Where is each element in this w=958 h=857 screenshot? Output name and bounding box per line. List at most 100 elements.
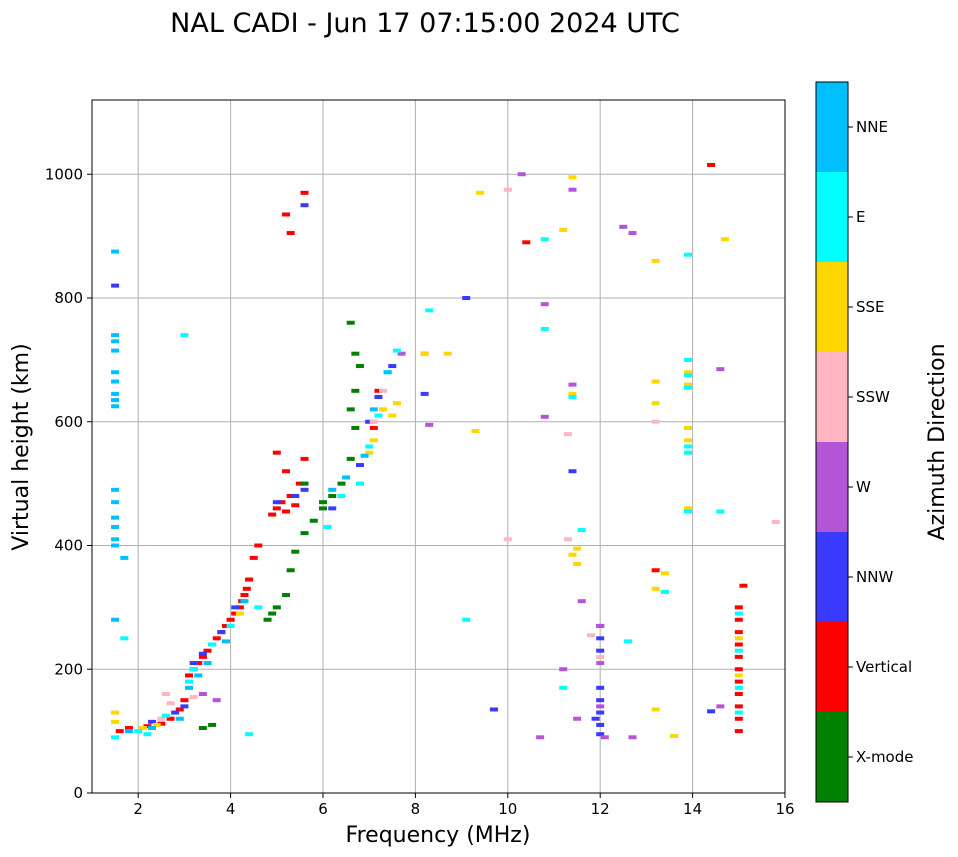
data-point [254,605,263,610]
data-point [212,636,221,641]
data-point [734,716,743,721]
data-point [734,704,743,709]
data-point [180,698,189,703]
data-point [568,187,577,192]
data-point [337,494,346,498]
data-point [351,388,360,393]
data-point [198,651,207,656]
data-point [337,481,346,486]
data-point [203,661,212,666]
data-point [328,494,337,498]
data-point [161,713,170,718]
data-point [443,351,452,356]
data-point [166,716,175,721]
data-point [111,249,120,254]
data-point [720,237,729,242]
data-point [226,623,235,628]
data-point [295,481,304,486]
data-point [124,729,133,734]
plot-frame [91,99,786,794]
data-point [734,679,743,684]
colorbar-category-label: NNE [856,118,888,136]
colorbar-category-label: NNW [856,568,893,586]
data-point [716,704,725,709]
data-point [739,583,748,588]
data-point [300,481,309,486]
data-point [462,296,471,300]
data-point [240,593,249,597]
data-point [217,630,226,635]
data-point [111,391,120,396]
y-tick-label: 200 [54,660,83,678]
colorbar-label: Azimuth Direction [925,343,950,540]
data-point [425,422,434,427]
data-point [536,735,545,740]
data-point [670,734,679,739]
data-point [111,404,120,409]
data-point [559,227,568,232]
data-point [111,283,120,288]
data-point [596,685,605,690]
data-point [208,642,217,647]
data-point [392,348,401,353]
y-tick-label: 800 [54,289,83,307]
colorbar-category-label: E [856,208,865,226]
data-point [157,721,166,726]
data-point [596,732,605,737]
data-point [286,231,295,236]
data-point [596,623,605,628]
data-point [221,639,230,644]
data-point [198,692,207,696]
data-point [734,630,743,635]
data-point [568,469,577,474]
y-axis-ticks: 0 200 400 600 800 1000 [45,165,92,802]
colorbar-swatch [816,172,848,262]
data-point [148,719,157,724]
data-point [185,679,194,684]
data-point [166,701,175,706]
data-point [517,172,526,177]
data-point [596,710,605,715]
x-tick-label: 12 [591,800,610,818]
data-point [231,605,240,610]
series-nne [111,249,392,734]
colorbar-swatch [816,262,848,352]
data-point [683,373,692,378]
data-point [189,695,198,700]
data-point [568,382,577,387]
data-point [734,605,743,610]
data-point [568,552,577,557]
data-point [111,515,120,520]
data-point [212,698,221,703]
data-point [138,726,147,731]
data-point [651,707,660,712]
data-point [111,710,120,715]
data-point [351,425,360,430]
y-tick-label: 600 [54,413,83,431]
data-point [143,732,152,737]
data-point [651,258,660,263]
data-point [272,605,281,610]
data-point [388,364,397,369]
data-point [734,692,743,696]
data-point [198,726,207,731]
data-point [462,617,471,622]
data-point [282,212,291,217]
data-point [111,719,120,724]
data-point [115,729,124,734]
data-point [596,661,605,666]
data-point [319,500,327,505]
data-point [240,599,249,604]
data-point [596,654,605,659]
data-point [734,667,743,672]
data-point [111,339,120,344]
data-point [651,379,660,384]
data-point [175,707,184,712]
series-w [198,172,725,740]
data-point [369,438,378,443]
colorbar-swatch [816,532,848,622]
data-point [235,605,244,610]
data-point [369,419,378,424]
data-point [707,162,716,167]
